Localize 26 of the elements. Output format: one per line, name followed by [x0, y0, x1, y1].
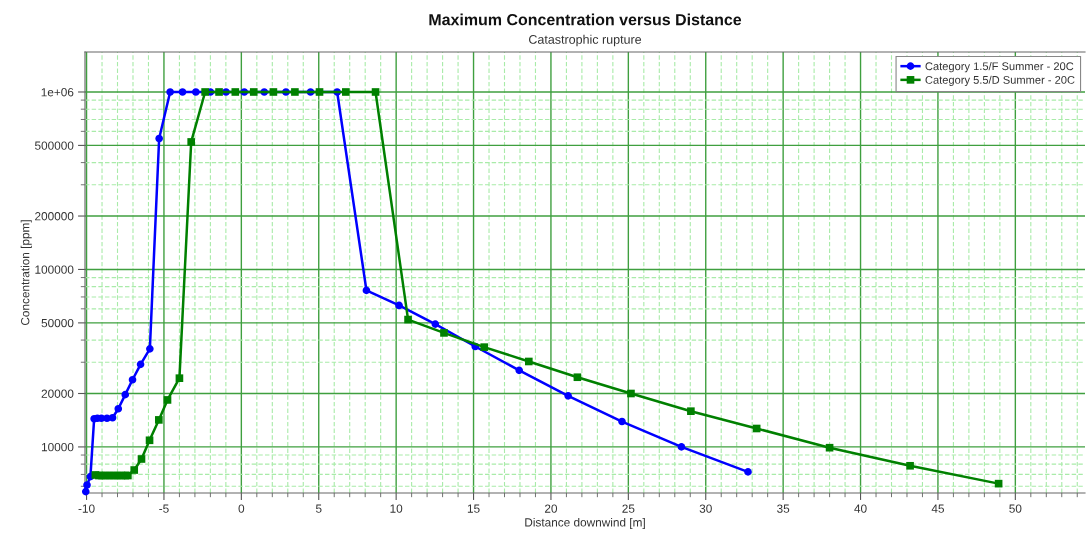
x-tick-label: 25 [622, 504, 635, 513]
x-tick-label: 30 [699, 504, 712, 513]
x-tick-label: 15 [467, 504, 480, 513]
x-tick-label: 35 [777, 504, 790, 513]
y-tick-label: 500000 [34, 141, 74, 150]
chart-subtitle: Catastrophic rupture [529, 34, 642, 47]
x-tick-label: 50 [1009, 504, 1022, 513]
y-tick-label: 20000 [41, 389, 74, 398]
y-tick-label: 50000 [41, 318, 74, 328]
x-axis-title: Distance downwind [m] [525, 517, 645, 529]
chart-title: Maximum Concentration versus Distance [429, 13, 742, 26]
x-tick-label: 0 [238, 504, 245, 513]
x-tick-label: 10 [390, 504, 403, 513]
x-tick-label: 20 [544, 504, 558, 513]
y-tick-label: 1e+06 [41, 88, 74, 97]
y-tick-label: 200000 [35, 212, 74, 221]
y-tick-label: 10000 [41, 442, 74, 452]
y-tick-label: 100000 [35, 265, 74, 274]
legend-label: Category 5.5/D Summer - 20C [925, 75, 1075, 87]
y-axis-title: Concentration [ppm] [20, 220, 32, 326]
x-tick-label: 5 [315, 504, 322, 513]
x-tick-label: 40 [854, 504, 867, 513]
x-tick-label: 45 [931, 504, 945, 513]
x-tick-label: -5 [159, 504, 169, 513]
legend-label: Category 1.5/F Summer - 20C [925, 62, 1074, 73]
x-tick-label: -10 [78, 504, 95, 513]
